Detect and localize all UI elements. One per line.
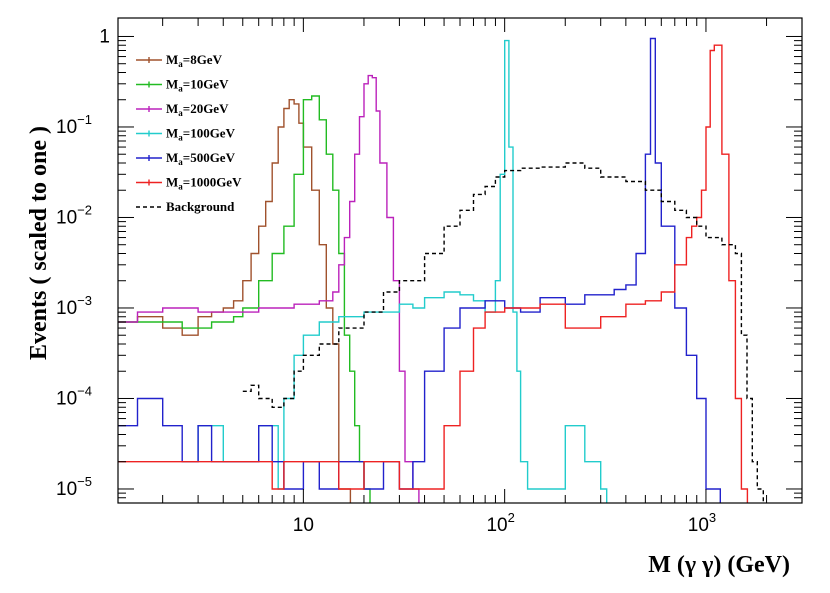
legend-label: Ma=10GeV	[166, 77, 229, 94]
y-axis-title: Events ( scaled to one )	[26, 126, 52, 360]
x-tick-label: 10	[293, 515, 314, 536]
x-axis-title: M (γ γ) (GeV)	[648, 552, 790, 578]
x-tick-label: 102	[486, 510, 514, 536]
series-line-0	[118, 99, 352, 503]
legend-label: Ma=100GeV	[166, 126, 236, 143]
series-line-6	[242, 162, 764, 503]
y-tick-label: 10−3	[56, 293, 92, 319]
legend: Ma=8GeV Ma=10GeV Ma=20GeV Ma=100GeV Ma=500Ge…	[136, 52, 242, 214]
y-tick-label: 10−5	[56, 474, 92, 500]
x-tick-label: 103	[688, 510, 716, 536]
ticks-layer: 10 102 103 1 10−1 10−2 10−3 10−4 10−5	[56, 18, 803, 536]
legend-label: Ma=20GeV	[166, 101, 229, 118]
y-tick-label: 1	[99, 26, 110, 47]
series-line-3	[182, 39, 608, 503]
series-line-1	[118, 95, 371, 503]
legend-label: Background	[166, 199, 235, 214]
legend-label: Ma=500GeV	[166, 150, 236, 167]
legend-label: Ma=8GeV	[166, 52, 223, 69]
y-tick-label: 10−4	[56, 383, 92, 409]
y-tick-label: 10−1	[56, 112, 92, 138]
legend-label: Ma=1000GeV	[166, 175, 242, 192]
y-tick-label: 10−2	[56, 202, 92, 228]
series-line-2	[118, 74, 420, 503]
series-line-5	[118, 44, 749, 503]
series-layer	[118, 37, 764, 503]
